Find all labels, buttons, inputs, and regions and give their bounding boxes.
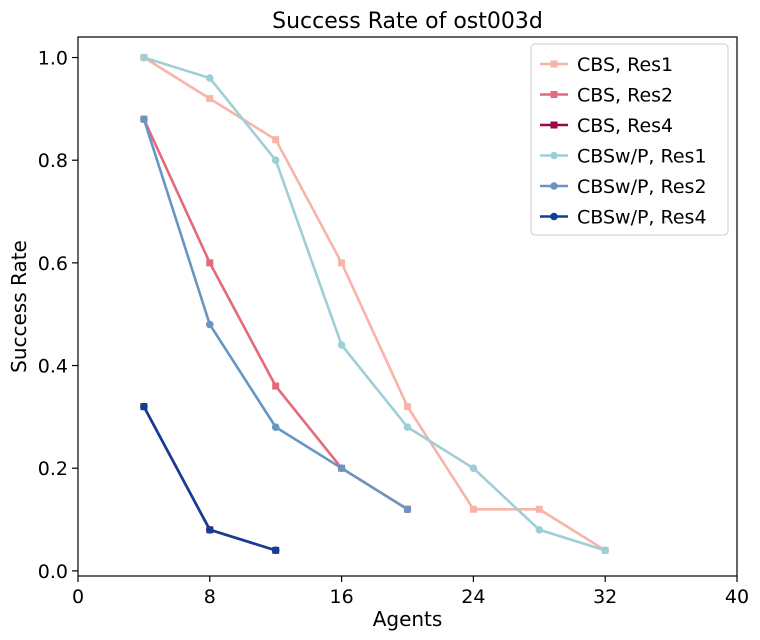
series-line <box>142 118 409 511</box>
legend: CBS, Res1 CBS, Res2 CBS, Res4 CBSw/P, Res1 C… <box>530 43 729 236</box>
data-point <box>140 402 148 411</box>
data-point <box>206 95 214 103</box>
legend-label: CBS, Res2 <box>577 85 673 107</box>
series-6 <box>140 402 280 555</box>
legend-item: CBS, Res4 <box>540 115 673 137</box>
data-point <box>206 320 214 329</box>
legend-label: CBSw/P, Res2 <box>577 176 707 198</box>
x-tick-label: 24 <box>461 586 485 608</box>
data-point <box>469 464 478 473</box>
y-tick-label: 0.8 <box>38 150 68 172</box>
data-point <box>140 115 148 123</box>
x-axis-title: Agents <box>373 607 443 631</box>
data-point <box>601 546 609 555</box>
data-point <box>337 464 346 473</box>
legend-item: CBSw/P, Res1 <box>540 146 707 168</box>
data-point <box>271 546 280 555</box>
legend-swatch-marker <box>550 91 558 98</box>
legend-label: CBSw/P, Res1 <box>577 146 707 168</box>
data-point <box>338 259 346 267</box>
x-tick-label: 16 <box>330 586 354 608</box>
legend-swatch-marker <box>550 151 558 160</box>
x-axis: 0 8 16 24 32 40 <box>72 576 749 608</box>
y-tick-label: 0.2 <box>38 458 68 480</box>
legend-item: CBSw/P, Res4 <box>540 207 707 229</box>
chart-title: Success Rate of ost003d <box>272 9 543 34</box>
y-axis: 0.0 0.2 0.4 0.6 0.8 1.0 <box>38 48 78 583</box>
legend-item: CBSw/P, Res2 <box>540 176 707 198</box>
data-point <box>140 53 148 62</box>
data-point <box>206 74 214 82</box>
legend-swatch-marker <box>550 60 558 68</box>
series-4 <box>140 53 609 555</box>
legend-label: CBSw/P, Res4 <box>577 207 707 229</box>
y-axis-title: Success Rate <box>7 240 31 373</box>
series-line <box>143 56 606 552</box>
legend-box <box>530 43 729 236</box>
legend-swatch-marker <box>550 121 558 129</box>
plot-area <box>77 36 738 577</box>
data-point <box>403 505 412 514</box>
data-point <box>272 136 280 144</box>
series-2 <box>140 115 411 513</box>
data-point <box>337 341 346 349</box>
data-point <box>206 259 214 267</box>
y-tick-label: 0.4 <box>38 356 68 378</box>
y-tick-label: 1.0 <box>38 48 68 70</box>
legend-label: CBS, Res4 <box>577 115 673 137</box>
x-tick-label: 32 <box>593 586 617 608</box>
data-point <box>535 505 543 513</box>
data-point <box>272 382 280 390</box>
series-line <box>143 56 606 552</box>
legend-label: CBS, Res1 <box>577 54 673 76</box>
y-tick-label: 0.0 <box>38 561 68 583</box>
series-line <box>142 118 409 511</box>
plot-frame <box>77 36 738 577</box>
data-point <box>535 526 544 534</box>
x-tick-label: 40 <box>725 586 749 608</box>
legend-swatch-marker <box>550 212 558 221</box>
data-point <box>206 526 214 534</box>
x-tick-label: 8 <box>204 586 216 608</box>
data-point <box>403 423 412 431</box>
data-point <box>271 423 280 431</box>
series-5 <box>140 115 412 514</box>
series-layer <box>140 53 609 555</box>
x-tick-label: 0 <box>72 586 84 608</box>
legend-item: CBS, Res1 <box>540 54 673 76</box>
legend-item: CBS, Res2 <box>540 85 673 107</box>
legend-swatch-marker <box>550 182 558 190</box>
data-point <box>469 505 477 513</box>
data-point <box>404 403 411 411</box>
y-tick-label: 0.6 <box>38 253 68 275</box>
data-point <box>271 156 280 164</box>
